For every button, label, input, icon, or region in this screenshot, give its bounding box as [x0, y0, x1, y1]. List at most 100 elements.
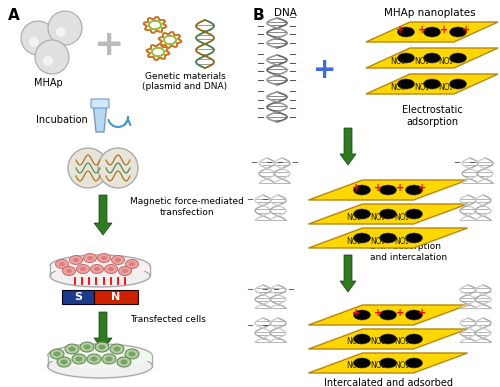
Text: NO₂⁻: NO₂⁻	[370, 212, 390, 221]
Text: Transfected cells: Transfected cells	[130, 315, 206, 325]
Text: NO₂⁻: NO₂⁻	[438, 82, 458, 91]
Ellipse shape	[354, 358, 370, 368]
FancyArrow shape	[340, 128, 356, 165]
Text: N: N	[112, 292, 120, 302]
Text: DNA: DNA	[274, 8, 296, 18]
Ellipse shape	[60, 360, 68, 365]
Ellipse shape	[90, 356, 98, 361]
Ellipse shape	[380, 310, 396, 320]
Text: −: −	[246, 285, 254, 294]
FancyArrow shape	[94, 312, 112, 350]
Text: MHAp: MHAp	[34, 78, 62, 88]
Text: +: +	[418, 308, 426, 318]
Text: MHAp nanoplates: MHAp nanoplates	[384, 8, 476, 18]
Ellipse shape	[380, 233, 396, 243]
Ellipse shape	[98, 253, 110, 262]
Text: +: +	[418, 183, 426, 193]
Ellipse shape	[125, 349, 139, 359]
Text: −: −	[257, 104, 265, 114]
Ellipse shape	[50, 255, 150, 277]
Ellipse shape	[57, 357, 71, 367]
Ellipse shape	[108, 267, 114, 271]
Ellipse shape	[424, 27, 440, 37]
Text: +: +	[440, 25, 448, 35]
Text: NO₂⁻: NO₂⁻	[370, 361, 390, 370]
Ellipse shape	[98, 344, 105, 349]
Text: +: +	[374, 183, 382, 193]
Text: +: +	[374, 308, 382, 318]
Ellipse shape	[102, 354, 116, 364]
Text: −: −	[257, 13, 265, 23]
Text: −: −	[257, 96, 265, 106]
Circle shape	[43, 56, 53, 66]
Ellipse shape	[450, 27, 466, 37]
Ellipse shape	[76, 356, 82, 361]
Text: A: A	[8, 8, 20, 23]
Polygon shape	[308, 228, 468, 248]
Circle shape	[48, 11, 82, 45]
Ellipse shape	[354, 209, 370, 219]
Polygon shape	[308, 305, 468, 325]
Ellipse shape	[110, 344, 124, 354]
Text: −: −	[257, 30, 265, 40]
Ellipse shape	[66, 269, 72, 273]
Ellipse shape	[65, 344, 79, 354]
Text: +: +	[314, 56, 336, 84]
Ellipse shape	[112, 255, 124, 264]
Text: +: +	[352, 308, 360, 318]
Text: −: −	[262, 195, 268, 204]
Ellipse shape	[115, 258, 121, 262]
Ellipse shape	[76, 264, 90, 274]
Text: −: −	[289, 96, 297, 106]
Ellipse shape	[380, 209, 396, 219]
Text: −: −	[257, 50, 265, 60]
Text: −: −	[262, 321, 268, 330]
Ellipse shape	[72, 354, 86, 364]
Text: −: −	[257, 58, 265, 68]
Text: −: −	[262, 285, 268, 294]
Ellipse shape	[406, 209, 422, 219]
Circle shape	[68, 148, 108, 188]
Ellipse shape	[73, 258, 79, 262]
Ellipse shape	[90, 264, 104, 274]
Ellipse shape	[406, 334, 422, 344]
Circle shape	[98, 148, 138, 188]
Text: S: S	[74, 292, 82, 302]
Ellipse shape	[117, 357, 131, 367]
Text: NO₂⁻: NO₂⁻	[394, 236, 413, 245]
Ellipse shape	[95, 342, 109, 352]
Text: +: +	[396, 308, 404, 318]
Text: −: −	[289, 87, 297, 97]
Text: −: −	[289, 104, 297, 114]
Text: Electrostatic
adsorption: Electrostatic adsorption	[402, 105, 462, 127]
Ellipse shape	[424, 79, 440, 89]
Polygon shape	[93, 102, 107, 132]
Text: −: −	[246, 195, 254, 204]
Polygon shape	[366, 74, 498, 94]
Text: NO₂⁻: NO₂⁻	[390, 57, 409, 65]
Ellipse shape	[70, 255, 82, 264]
Ellipse shape	[354, 185, 370, 195]
Ellipse shape	[118, 267, 132, 276]
Text: −: −	[289, 13, 297, 23]
Ellipse shape	[450, 79, 466, 89]
Ellipse shape	[128, 351, 136, 356]
Ellipse shape	[94, 267, 100, 271]
Text: NO₂⁻: NO₂⁻	[346, 337, 366, 346]
Text: NO₂⁻: NO₂⁻	[346, 212, 366, 221]
Ellipse shape	[129, 262, 135, 266]
Ellipse shape	[114, 346, 120, 351]
Ellipse shape	[48, 354, 152, 378]
Text: NO₂⁻: NO₂⁻	[414, 82, 434, 91]
Ellipse shape	[80, 342, 94, 352]
Circle shape	[56, 27, 66, 37]
Ellipse shape	[104, 264, 118, 274]
Ellipse shape	[354, 310, 370, 320]
Text: NO₂⁻: NO₂⁻	[346, 236, 366, 245]
Text: −: −	[272, 285, 280, 294]
Text: −: −	[257, 67, 265, 77]
Text: NO₂⁻: NO₂⁻	[370, 337, 390, 346]
Text: B: B	[253, 8, 264, 23]
Text: −: −	[289, 67, 297, 77]
Polygon shape	[308, 180, 468, 200]
